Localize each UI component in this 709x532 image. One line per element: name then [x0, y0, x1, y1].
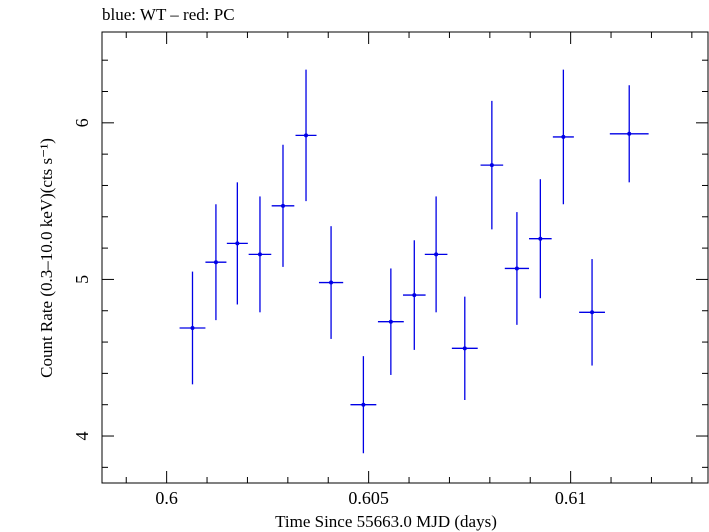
- x-tick-label: 0.61: [555, 488, 587, 508]
- data-point: [213, 260, 218, 265]
- data-point: [561, 134, 566, 139]
- data-point: [361, 402, 366, 407]
- x-tick-label: 0.6: [155, 488, 178, 508]
- data-point: [489, 163, 494, 168]
- data-point: [462, 346, 467, 351]
- plot-frame: [101, 31, 709, 484]
- y-tick-label: 6: [72, 118, 92, 127]
- data-point: [235, 241, 240, 246]
- x-axis-ticks: 0.6 0.605 0.61: [125, 32, 693, 508]
- data-point: [329, 280, 334, 285]
- data-point: [388, 319, 393, 324]
- data-point: [412, 293, 417, 298]
- data-point: [434, 252, 439, 257]
- data-point: [627, 131, 632, 136]
- data-point: [590, 310, 595, 315]
- y-axis-ticks: 4 5 6: [72, 59, 708, 468]
- data-point: [514, 266, 519, 271]
- chart-title: blue: WT – red: PC: [102, 5, 235, 24]
- data-point: [280, 203, 285, 208]
- y-tick-label: 5: [72, 275, 92, 284]
- data-point: [538, 236, 543, 241]
- x-tick-label: 0.605: [348, 488, 389, 508]
- data-point: [257, 252, 262, 257]
- x-axis-title: Time Since 55663.0 MJD (days): [275, 512, 497, 531]
- data-point: [190, 325, 195, 330]
- data-point: [304, 133, 309, 138]
- y-axis-title: Count Rate (0.3–10.0 keV)(cts s⁻¹): [37, 138, 56, 378]
- y-tick-label: 4: [72, 432, 92, 441]
- data-points: [179, 69, 649, 454]
